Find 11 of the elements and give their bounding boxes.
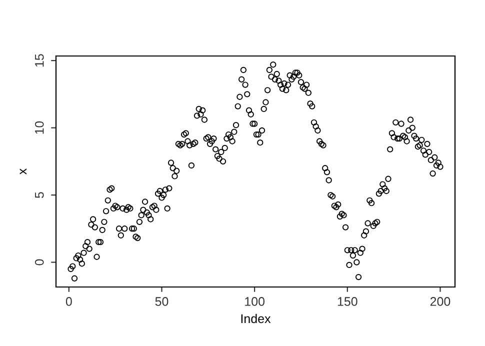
y-tick-label: 0 <box>34 259 44 266</box>
x-tick-label: 200 <box>430 297 450 306</box>
y-tick-label: 10 <box>34 121 44 134</box>
x-tick-label: 100 <box>245 297 265 306</box>
x-axis-title: Index <box>241 314 271 324</box>
x-tick-label: 150 <box>338 297 358 306</box>
y-tick-label: 15 <box>35 54 44 67</box>
y-tick-label: 5 <box>35 192 44 198</box>
x-tick-label: 0 <box>66 297 72 306</box>
x-tick-label: 50 <box>155 297 168 306</box>
y-axis-title: x <box>20 168 26 174</box>
